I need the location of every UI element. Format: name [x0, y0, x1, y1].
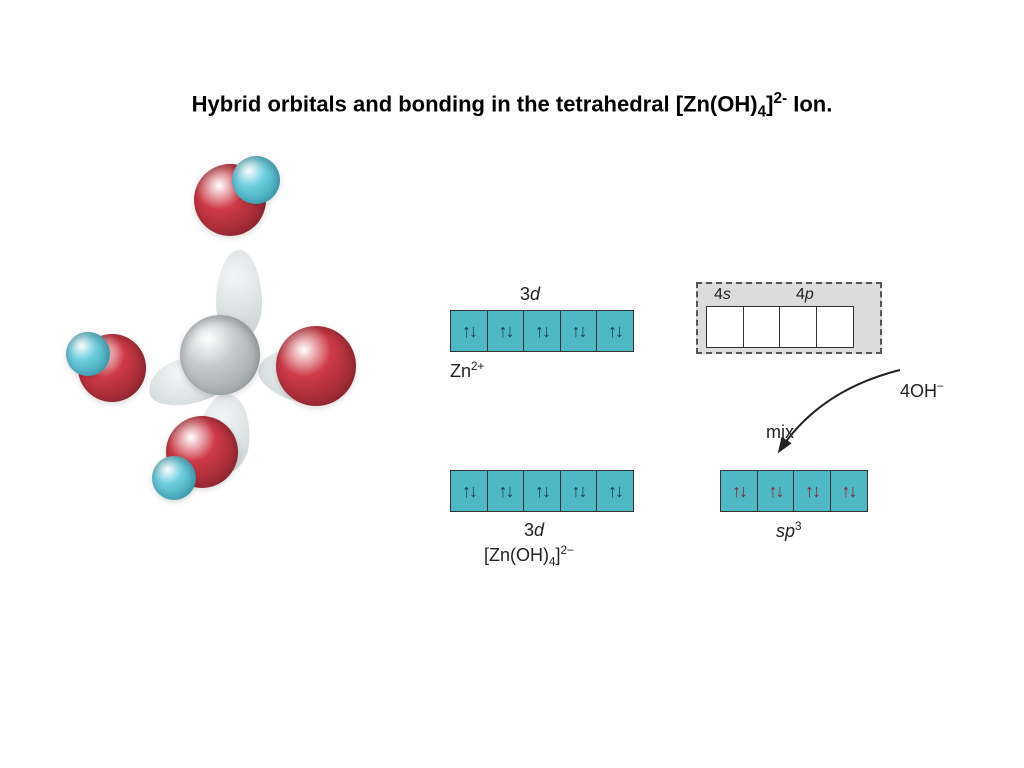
mix-arrow — [740, 360, 940, 470]
zn-atom — [180, 315, 260, 395]
label-sp3: sp3 — [776, 520, 802, 542]
orbital-box: ↑↓ — [757, 470, 795, 512]
hydrogen-atom — [66, 332, 110, 376]
orbital-diagram: 3d4s4p↑↓↑↓↑↓↑↓↑↓Zn2+mix4OH−↑↓↑↓↑↓↑↓↑↓3d[… — [440, 280, 980, 600]
hydrogen-atom — [152, 456, 196, 500]
row-3d-top: ↑↓↑↓↑↓↑↓↑↓ — [450, 310, 634, 352]
label-zn2plus: Zn2+ — [450, 360, 484, 382]
orbital-box — [779, 306, 817, 348]
label-4p: 4p — [796, 286, 814, 304]
label-3d-top: 3d — [520, 284, 540, 305]
label-mix: mix — [766, 422, 794, 443]
orbital-box — [743, 306, 781, 348]
orbital-box: ↑↓ — [450, 310, 488, 352]
orbital-box: ↑↓ — [720, 470, 758, 512]
molecule-3d — [70, 180, 370, 510]
hydrogen-atom — [232, 156, 280, 204]
orbital-box: ↑↓ — [793, 470, 831, 512]
orbital-box: ↑↓ — [560, 310, 598, 352]
orbital-box: ↑↓ — [487, 310, 525, 352]
orbital-box — [816, 306, 854, 348]
label-4s: 4s — [714, 286, 731, 304]
orbital-box — [706, 306, 744, 348]
label-4oh: 4OH− — [900, 380, 944, 402]
orbital-box: ↑↓ — [596, 470, 634, 512]
row-sp3: ↑↓↑↓↑↓↑↓ — [720, 470, 868, 512]
orbital-box: ↑↓ — [523, 470, 561, 512]
page-title: Hybrid orbitals and bonding in the tetra… — [0, 90, 1024, 122]
orbital-box: ↑↓ — [596, 310, 634, 352]
label-complex: [Zn(OH)4]2− — [484, 544, 574, 569]
orbital-box: ↑↓ — [450, 470, 488, 512]
row-4s4p — [706, 306, 854, 348]
row-3d-bottom: ↑↓↑↓↑↓↑↓↑↓ — [450, 470, 634, 512]
orbital-box: ↑↓ — [830, 470, 868, 512]
orbital-box: ↑↓ — [523, 310, 561, 352]
label-3d-bottom: 3d — [524, 520, 544, 541]
orbital-box: ↑↓ — [560, 470, 598, 512]
oxygen-atom — [276, 326, 356, 406]
orbital-box: ↑↓ — [487, 470, 525, 512]
